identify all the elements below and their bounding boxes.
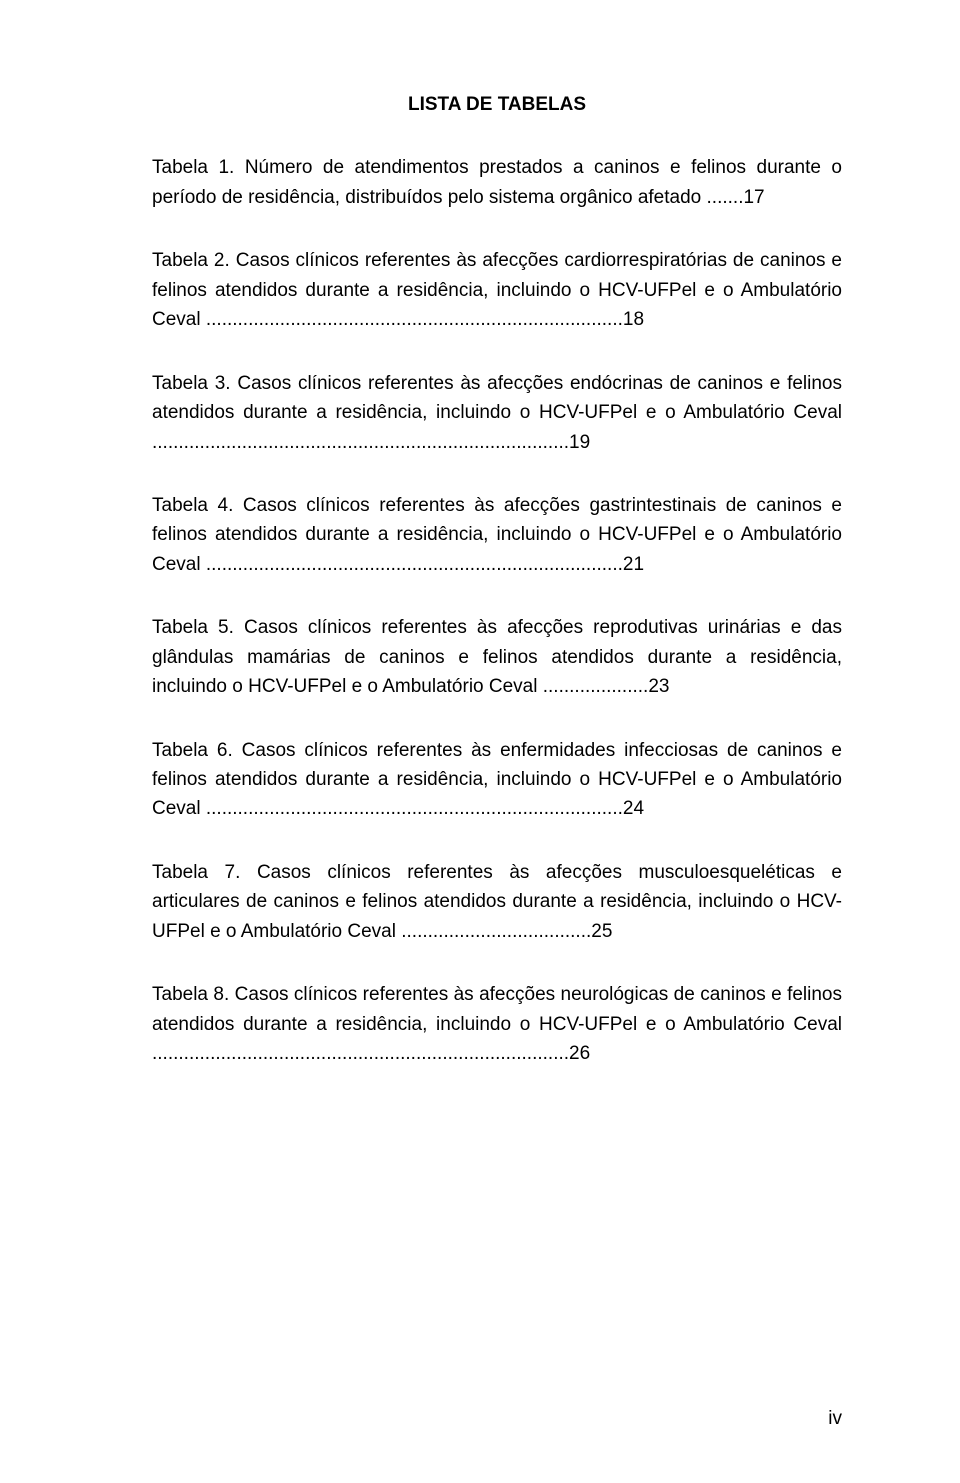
toc-entry: Tabela 6. Casos clínicos referentes às e… xyxy=(152,736,842,824)
toc-entry-label: Tabela 6. xyxy=(152,740,233,761)
toc-entry-page: 25 xyxy=(591,921,612,942)
toc-entry-leader: ........................................… xyxy=(206,309,623,330)
toc-entry-label: Tabela 4. xyxy=(152,495,233,516)
toc-entry-label: Tabela 1. xyxy=(152,157,234,178)
toc-entry-label: Tabela 3. xyxy=(152,373,231,394)
page-container: LISTA DE TABELAS Tabela 1. Número de ate… xyxy=(0,0,960,1483)
toc-entry-leader: ........................................… xyxy=(206,554,623,575)
toc-entry-page: 24 xyxy=(623,798,644,819)
toc-entry-label: Tabela 5. xyxy=(152,617,234,638)
toc-entry-page: 19 xyxy=(569,432,590,453)
toc-entry-label: Tabela 8. xyxy=(152,984,229,1005)
toc-entry-leader: ........................................… xyxy=(152,432,569,453)
toc-entry-page: 26 xyxy=(569,1043,590,1064)
toc-entry-desc: Casos clínicos referentes às afecções re… xyxy=(152,617,842,697)
toc-entry: Tabela 3. Casos clínicos referentes às a… xyxy=(152,369,842,457)
toc-entry-leader: .................... xyxy=(543,676,649,697)
toc-entry: Tabela 2. Casos clínicos referentes às a… xyxy=(152,246,842,334)
toc-entry: Tabela 7. Casos clínicos referentes às a… xyxy=(152,858,842,946)
toc-entry-leader: ....... xyxy=(707,187,744,208)
toc-entry-desc: Casos clínicos referentes às afecções en… xyxy=(152,373,842,423)
toc-entry-page: 17 xyxy=(743,187,764,208)
toc-entry-page: 21 xyxy=(623,554,644,575)
page-number: iv xyxy=(828,1404,842,1433)
toc-entry: Tabela 4. Casos clínicos referentes às a… xyxy=(152,491,842,579)
page-title: LISTA DE TABELAS xyxy=(152,90,842,119)
toc-entry-page: 18 xyxy=(623,309,644,330)
toc-entry-leader: ........................................… xyxy=(206,798,623,819)
toc-entry: Tabela 1. Número de atendimentos prestad… xyxy=(152,153,842,212)
toc-entry-leader: ........................................… xyxy=(152,1043,569,1064)
toc-entry: Tabela 8. Casos clínicos referentes às a… xyxy=(152,980,842,1068)
toc-entry-label: Tabela 7. xyxy=(152,862,240,883)
toc-entry-label: Tabela 2. xyxy=(152,250,230,271)
toc-entry-leader: .................................... xyxy=(401,921,591,942)
toc-entry-page: 23 xyxy=(648,676,669,697)
toc-entry-desc: Casos clínicos referentes às afecções ne… xyxy=(152,984,842,1034)
toc-entry: Tabela 5. Casos clínicos referentes às a… xyxy=(152,613,842,701)
